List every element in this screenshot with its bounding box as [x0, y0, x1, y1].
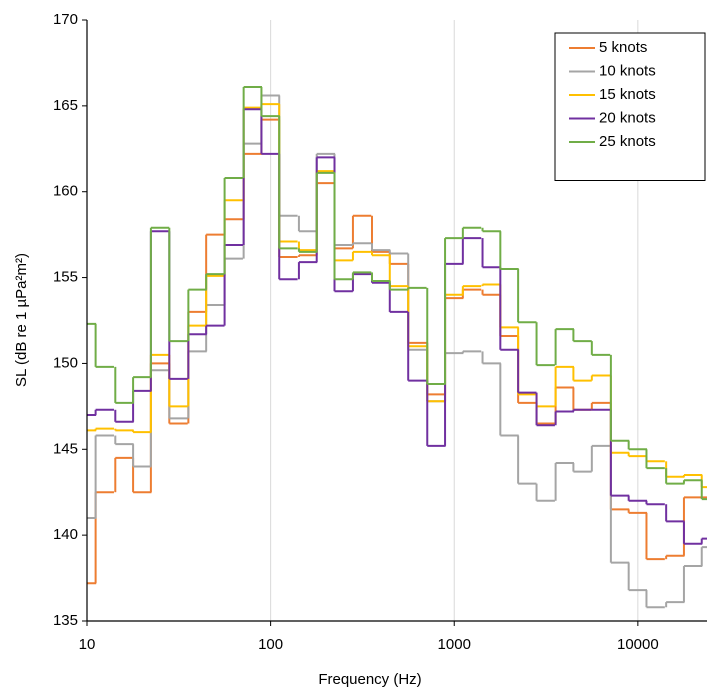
y-tick-label: 135: [53, 612, 78, 629]
legend-box: [554, 32, 706, 181]
legend-label: 5 knots: [599, 39, 647, 56]
y-tick-label: 145: [53, 440, 78, 457]
x-tick-label: 1000: [438, 636, 471, 653]
x-axis-title: Frequency (Hz): [318, 671, 421, 688]
x-tick-label: 10000: [617, 636, 659, 653]
legend-label: 20 knots: [599, 109, 656, 126]
y-tick-label: 160: [53, 183, 78, 200]
y-tick-label: 165: [53, 97, 78, 114]
axes: 135 140 145 150 155 160 165 170 10 100 1000 10000: [53, 11, 707, 653]
plot-area: [87, 85, 707, 609]
y-tick-label: 150: [53, 354, 78, 371]
y-tick-label: 140: [53, 526, 78, 543]
x-tick-label: 10: [79, 636, 96, 653]
y-tick-label: 170: [53, 11, 78, 28]
legend-label: 10 knots: [599, 62, 656, 79]
x-tick-label: 100: [258, 636, 283, 653]
y-tick-label: 155: [53, 269, 78, 286]
legend: 5 knots 10 knots 15 knots 20 knots 25 knots: [554, 32, 706, 181]
legend-label: 25 knots: [599, 133, 656, 150]
y-axis-title: SL (dB re 1 µPa²m²): [13, 253, 30, 387]
legend-label: 15 knots: [599, 86, 656, 103]
